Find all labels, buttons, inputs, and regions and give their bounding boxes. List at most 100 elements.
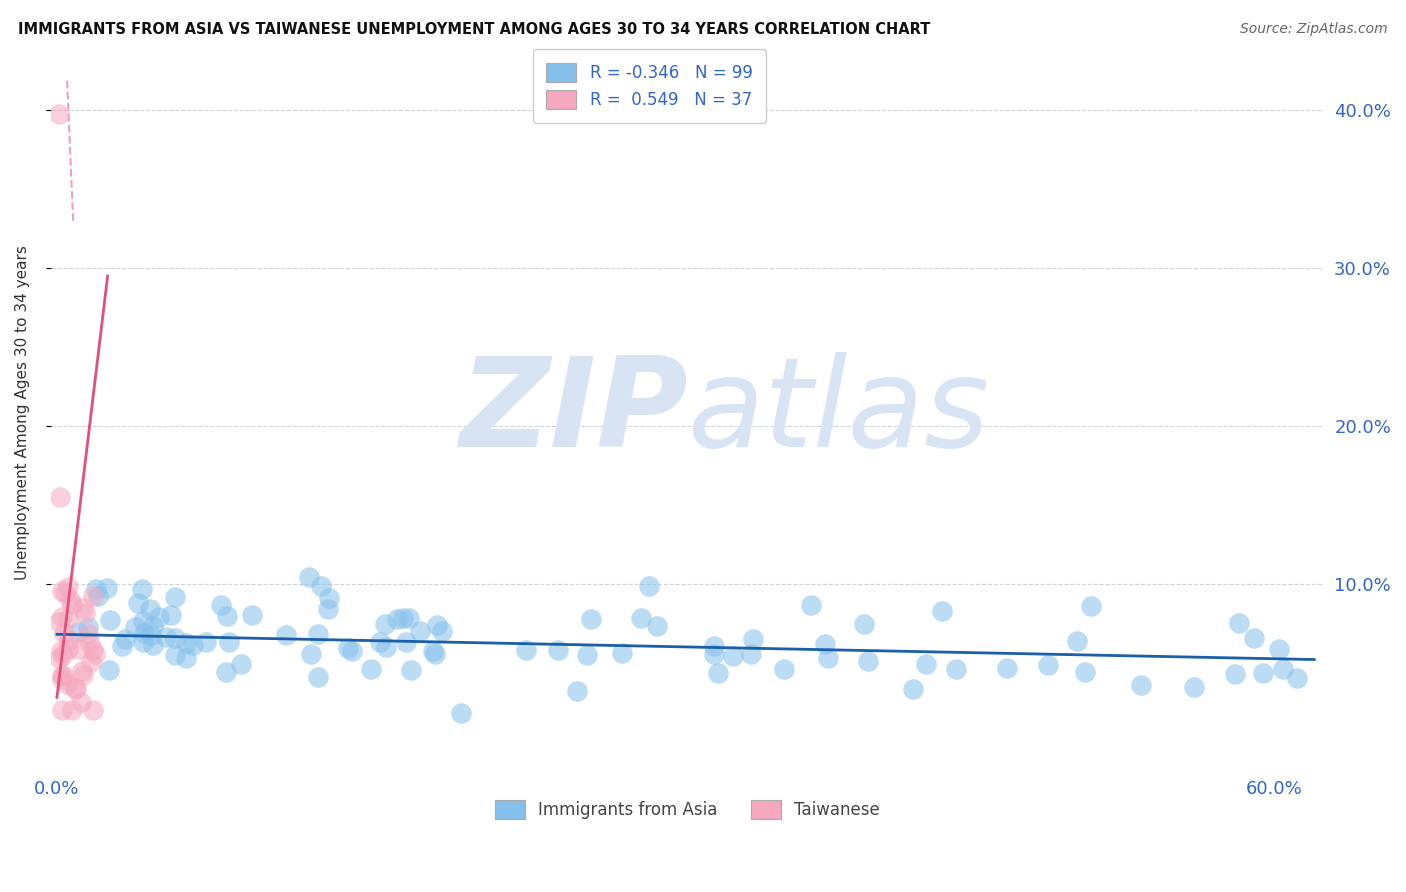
Point xyxy=(425,647,447,661)
Point xyxy=(70,695,93,709)
Point xyxy=(111,640,134,654)
Point xyxy=(124,619,146,633)
Point xyxy=(76,627,98,641)
Point xyxy=(368,635,391,649)
Point xyxy=(856,654,879,668)
Point xyxy=(274,628,297,642)
Point xyxy=(67,642,90,657)
Point xyxy=(1074,665,1097,679)
Point xyxy=(374,640,396,654)
Point xyxy=(53,586,76,600)
Text: atlas: atlas xyxy=(688,352,990,473)
Point xyxy=(155,630,177,644)
Point xyxy=(301,648,323,662)
Point xyxy=(707,666,730,681)
Text: IMMIGRANTS FROM ASIA VS TAIWANESE UNEMPLOYMENT AMONG AGES 30 TO 34 YEARS CORRELA: IMMIGRANTS FROM ASIA VS TAIWANESE UNEMPL… xyxy=(18,22,931,37)
Point xyxy=(70,665,93,679)
Point xyxy=(56,611,79,625)
Text: ZIP: ZIP xyxy=(458,352,688,473)
Point xyxy=(53,626,76,640)
Point xyxy=(58,633,80,648)
Point xyxy=(422,644,444,658)
Point xyxy=(218,635,240,649)
Point xyxy=(139,601,162,615)
Point xyxy=(82,590,104,604)
Point xyxy=(114,632,136,646)
Point xyxy=(52,648,75,663)
Point xyxy=(48,650,70,665)
Point xyxy=(721,649,744,664)
Point xyxy=(58,641,80,656)
Point xyxy=(183,638,205,652)
Point xyxy=(630,611,652,625)
Point xyxy=(547,643,569,657)
Point xyxy=(139,628,162,642)
Point xyxy=(163,591,186,605)
Point xyxy=(316,602,339,616)
Point xyxy=(48,106,70,120)
Point xyxy=(49,643,72,657)
Y-axis label: Unemployment Among Ages 30 to 34 years: Unemployment Among Ages 30 to 34 years xyxy=(15,245,30,580)
Point xyxy=(163,648,186,663)
Point xyxy=(1227,616,1250,631)
Point xyxy=(60,598,83,612)
Point xyxy=(945,662,967,676)
Point xyxy=(56,677,79,691)
Point xyxy=(215,665,238,679)
Point xyxy=(1182,680,1205,694)
Point xyxy=(426,618,449,632)
Point xyxy=(1036,657,1059,672)
Point xyxy=(52,668,75,682)
Point xyxy=(612,646,634,660)
Point xyxy=(307,670,329,684)
Point xyxy=(82,643,104,657)
Point xyxy=(1268,642,1291,657)
Legend: Immigrants from Asia, Taiwanese: Immigrants from Asia, Taiwanese xyxy=(488,793,887,826)
Point xyxy=(51,703,73,717)
Point xyxy=(515,643,537,657)
Point xyxy=(385,612,408,626)
Point xyxy=(579,612,602,626)
Point xyxy=(915,657,938,672)
Point xyxy=(1066,633,1088,648)
Point xyxy=(298,570,321,584)
Point xyxy=(59,593,82,607)
Point xyxy=(450,706,472,720)
Point xyxy=(318,591,340,605)
Point xyxy=(174,635,197,649)
Point xyxy=(398,611,420,625)
Point xyxy=(1243,631,1265,645)
Point xyxy=(1130,677,1153,691)
Point xyxy=(399,663,422,677)
Point xyxy=(84,582,107,596)
Point xyxy=(240,608,263,623)
Point xyxy=(132,625,155,640)
Point xyxy=(374,616,396,631)
Point xyxy=(142,638,165,652)
Point xyxy=(174,651,197,665)
Point xyxy=(1223,667,1246,681)
Point xyxy=(127,596,149,610)
Point xyxy=(82,703,104,717)
Point xyxy=(340,644,363,658)
Point xyxy=(51,610,73,624)
Point xyxy=(84,647,107,661)
Point xyxy=(336,640,359,655)
Point xyxy=(98,663,121,677)
Point xyxy=(430,624,453,638)
Point xyxy=(773,662,796,676)
Point xyxy=(1272,662,1295,676)
Point xyxy=(72,601,94,615)
Point xyxy=(60,703,83,717)
Point xyxy=(408,624,430,638)
Point xyxy=(194,635,217,649)
Point xyxy=(217,608,239,623)
Point xyxy=(75,606,97,620)
Point xyxy=(87,590,110,604)
Point xyxy=(307,627,329,641)
Point xyxy=(65,681,87,696)
Point xyxy=(817,651,839,665)
Point xyxy=(96,581,118,595)
Point xyxy=(565,684,588,698)
Point xyxy=(1080,599,1102,613)
